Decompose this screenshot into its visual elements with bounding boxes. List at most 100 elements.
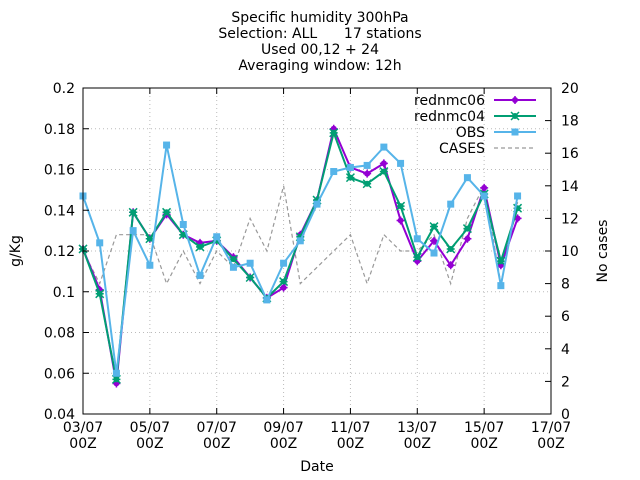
data-point-cross	[463, 234, 472, 243]
y-tick-label: 0.2	[53, 81, 75, 97]
data-point	[280, 259, 288, 267]
data-point	[429, 222, 439, 232]
data-point	[95, 289, 105, 299]
data-point-star	[329, 128, 339, 138]
data-point-star	[396, 201, 406, 211]
data-point	[380, 143, 388, 151]
y2-axis-label: No cases	[595, 220, 611, 283]
y-tick-label: 0.14	[44, 203, 75, 219]
data-point-cross	[379, 159, 388, 168]
data-point	[146, 261, 154, 269]
y-tick-label: 0.1	[53, 285, 75, 301]
data-point	[313, 200, 321, 208]
y2-tick-label: 12	[561, 211, 579, 227]
series-group	[78, 124, 523, 388]
title-line-4: Averaging window: 12h	[238, 58, 402, 74]
legend-entry: rednmc04	[414, 109, 536, 125]
data-point-star	[462, 224, 472, 234]
y-tick-label: 0.08	[44, 326, 75, 342]
x-tick-label: 15/07	[464, 420, 504, 436]
data-point-star	[95, 289, 105, 299]
data-point	[379, 167, 389, 177]
data-point	[363, 161, 371, 169]
series-line	[82, 144, 519, 374]
data-point	[346, 163, 354, 171]
y2-tick-label: 10	[561, 244, 579, 260]
data-point	[229, 263, 237, 271]
x-tick-label: 00Z	[470, 436, 497, 452]
data-point	[480, 183, 489, 192]
legend-entry: rednmc06	[414, 93, 536, 109]
data-point-star	[128, 207, 138, 217]
data-point	[397, 159, 405, 167]
data-point	[296, 237, 304, 245]
x-tick-label: 00Z	[404, 436, 431, 452]
data-point	[497, 282, 505, 290]
data-point-cross	[480, 183, 489, 192]
data-point	[446, 261, 455, 270]
title-line-1: Specific humidity 300hPa	[231, 10, 409, 26]
data-point-star	[446, 244, 456, 254]
data-point	[162, 207, 172, 217]
data-point	[462, 224, 472, 234]
x-tick-label: 13/07	[397, 420, 437, 436]
data-point	[330, 168, 338, 176]
y2-tick-label: 0	[561, 407, 570, 423]
data-point-star	[162, 207, 172, 217]
legend-label: CASES	[439, 141, 485, 157]
title-line-2: Selection: ALL 17 stations	[218, 26, 422, 42]
x-tick-label: 09/07	[263, 420, 303, 436]
y-axis-label: g/Kg	[8, 235, 24, 267]
data-point	[510, 111, 520, 121]
series-line	[82, 129, 519, 380]
data-point	[329, 128, 339, 138]
x-tick-label: 00Z	[136, 436, 163, 452]
data-point	[213, 233, 221, 241]
data-point-star	[496, 256, 506, 266]
data-point-star	[510, 111, 520, 121]
data-point-cross	[430, 236, 438, 245]
data-point	[263, 296, 271, 304]
data-point-star	[345, 173, 355, 183]
x-tick-label: 07/07	[197, 420, 237, 436]
data-point	[413, 235, 421, 243]
data-point	[480, 192, 488, 200]
data-point	[279, 277, 289, 287]
y2-tick-label: 16	[561, 146, 579, 162]
y2-tick-label: 6	[561, 309, 570, 325]
data-point-star	[379, 167, 389, 177]
x-tick-label: 00Z	[203, 436, 230, 452]
data-point	[179, 221, 187, 229]
y-tick-label: 0.18	[44, 122, 75, 138]
data-point	[447, 200, 455, 208]
x-axis-label: Date	[300, 459, 333, 475]
legend-label: OBS	[456, 125, 485, 141]
data-point	[245, 272, 255, 283]
data-point	[196, 271, 204, 279]
y2-tick-label: 8	[561, 277, 570, 293]
data-point	[463, 174, 471, 182]
data-point	[430, 236, 438, 245]
x-tick-label: 00Z	[69, 436, 96, 452]
data-point	[246, 259, 254, 267]
data-point-star	[412, 252, 422, 262]
data-point	[128, 207, 138, 217]
x-tick-label: 05/07	[130, 420, 170, 436]
x-tick-label: 11/07	[330, 420, 370, 436]
data-point-cross	[396, 216, 405, 225]
legend-entry: CASES	[439, 141, 536, 157]
data-point-star	[362, 179, 372, 189]
legend-label: rednmc04	[414, 109, 485, 125]
data-point	[363, 169, 372, 178]
y-tick-label: 0.16	[44, 163, 75, 179]
data-point	[129, 227, 137, 235]
data-point-star	[245, 272, 255, 283]
x-tick-label: 03/07	[63, 420, 103, 436]
data-point	[96, 239, 104, 247]
series-line	[82, 183, 519, 286]
y2-tick-label: 18	[561, 114, 579, 130]
data-point	[178, 230, 188, 240]
y2-tick-label: 20	[561, 81, 579, 97]
legend-label: rednmc06	[414, 93, 485, 109]
